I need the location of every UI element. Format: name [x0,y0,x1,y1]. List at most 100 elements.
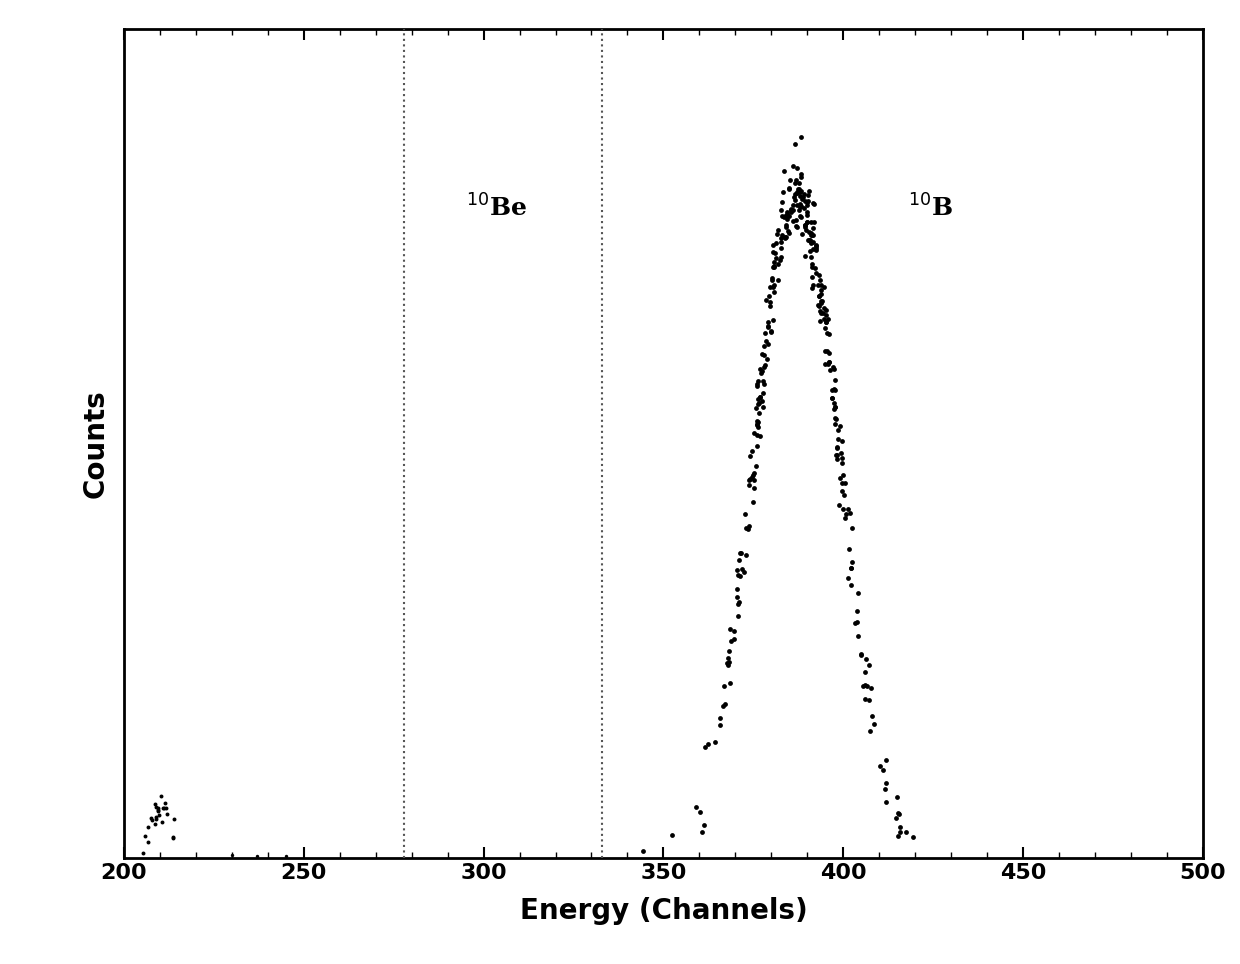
Point [771,201,791,217]
Point [808,288,828,304]
Point [790,202,810,218]
Point [155,795,175,811]
Point [861,681,880,696]
Point [799,194,818,209]
Point [728,562,748,577]
Point [769,255,789,271]
Point [838,501,858,517]
Point [842,521,862,536]
Point [811,278,831,293]
Point [746,400,766,415]
Point [818,326,838,341]
Point [748,415,768,430]
Point [739,472,759,488]
Point [777,206,797,222]
Point [800,232,820,248]
Point [777,204,797,220]
Point [792,189,812,204]
Point [811,282,831,298]
Point [816,314,836,330]
Point [719,675,739,690]
Point [888,828,908,844]
Point [764,258,784,274]
Point [776,209,796,225]
Point [861,724,880,739]
Point [779,208,799,224]
Point [737,548,756,563]
Point [830,418,849,434]
Point [145,796,165,812]
Point [148,803,167,818]
Point [856,691,875,707]
Point [811,306,831,321]
Point [742,469,761,484]
Point [804,196,823,211]
Point [696,739,715,755]
Point [753,393,773,409]
Point [780,172,800,187]
Point [773,185,792,201]
Point [749,395,769,411]
Point [729,594,749,609]
Point [784,190,804,205]
Point [768,227,787,242]
Point [758,319,777,335]
Point [825,410,844,425]
Point [837,506,857,522]
Point [859,656,879,672]
Point [763,270,782,285]
Point [162,830,182,845]
Point [888,806,908,821]
Point [791,170,811,185]
Point [873,763,893,778]
Point [818,355,838,370]
Point [749,406,769,421]
Point [750,389,770,405]
Point [801,235,821,251]
Point [810,298,830,313]
Point [851,647,870,662]
Point [775,229,795,245]
Point [770,241,790,256]
Point [744,466,764,481]
Point [857,652,877,667]
Point [791,130,811,146]
Point [830,497,849,513]
Point [779,226,799,241]
Point [890,818,910,834]
Point [804,277,823,292]
Point [764,254,784,270]
Point [758,336,777,352]
Point [799,187,818,202]
Point [756,334,776,349]
Point [806,242,826,257]
Point [782,202,802,218]
Point [746,439,766,454]
Point [728,568,748,583]
Point [857,679,877,694]
Point [797,207,817,223]
Point [856,664,875,680]
Point [771,234,791,250]
Point [836,511,856,526]
Point [764,284,784,300]
Point [761,325,781,340]
Point [811,286,831,302]
Point [822,390,842,406]
Point [790,197,810,212]
Point [808,288,828,304]
Point [728,589,748,604]
Point [786,173,806,188]
Point [825,399,844,415]
Point [739,519,759,534]
Point [759,314,779,330]
Point [785,175,805,191]
Point [745,458,765,473]
Point [686,799,706,815]
Point [802,221,822,236]
Point [763,245,782,260]
Point [763,280,782,295]
Point [794,187,813,202]
Point [785,187,805,202]
Point [804,241,823,256]
